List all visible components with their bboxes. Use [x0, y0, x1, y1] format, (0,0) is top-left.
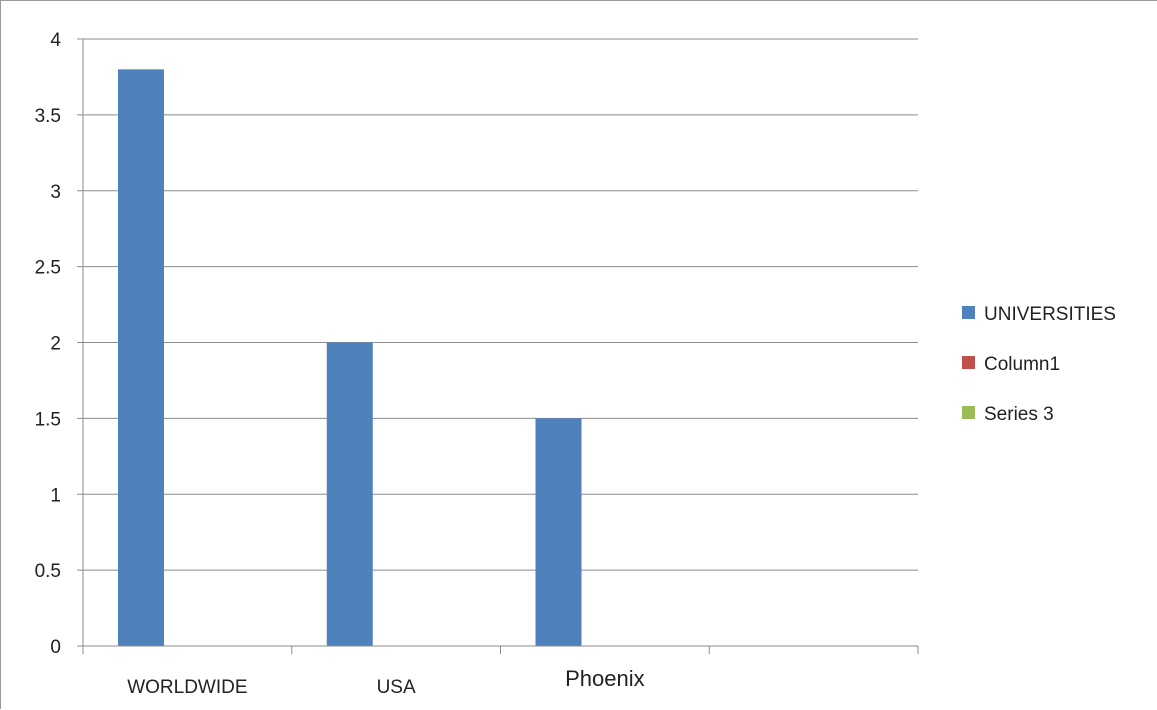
y-axis-tick-labels: 0 0.5 1 1.5 2 2.5 3 3.5 4 — [35, 30, 62, 658]
bar-universities-worldwide — [118, 69, 164, 647]
y-tick-label: 3 — [50, 182, 61, 203]
y-tick-label: 2.5 — [35, 258, 61, 279]
y-tick-label: 4 — [50, 30, 61, 51]
x-category-label: Phoenix — [565, 666, 645, 691]
legend-label: Column1 — [984, 354, 1060, 375]
bars — [118, 69, 582, 647]
legend-label: Series 3 — [984, 404, 1054, 425]
axes — [77, 38, 919, 654]
legend-swatch — [962, 356, 975, 369]
legend: UNIVERSITIES Column1 Series 3 — [962, 304, 1116, 425]
y-tick-label: 0 — [50, 637, 61, 658]
x-axis-tick-labels: WORLDWIDE USA Phoenix — [127, 666, 644, 698]
y-tick-label: 2 — [50, 334, 61, 355]
legend-swatch — [962, 406, 975, 419]
y-tick-label: 0.5 — [35, 561, 61, 582]
legend-swatch — [962, 306, 975, 319]
y-tick-label: 1 — [50, 485, 61, 506]
x-category-label: USA — [377, 677, 416, 698]
y-tick-label: 1.5 — [35, 409, 61, 430]
y-tick-label: 3.5 — [35, 106, 61, 127]
x-category-label: WORLDWIDE — [127, 677, 247, 698]
bar-universities-usa — [326, 342, 373, 646]
legend-label: UNIVERSITIES — [984, 304, 1116, 325]
bar-universities-phoenix — [535, 418, 582, 646]
gridlines — [83, 38, 918, 571]
